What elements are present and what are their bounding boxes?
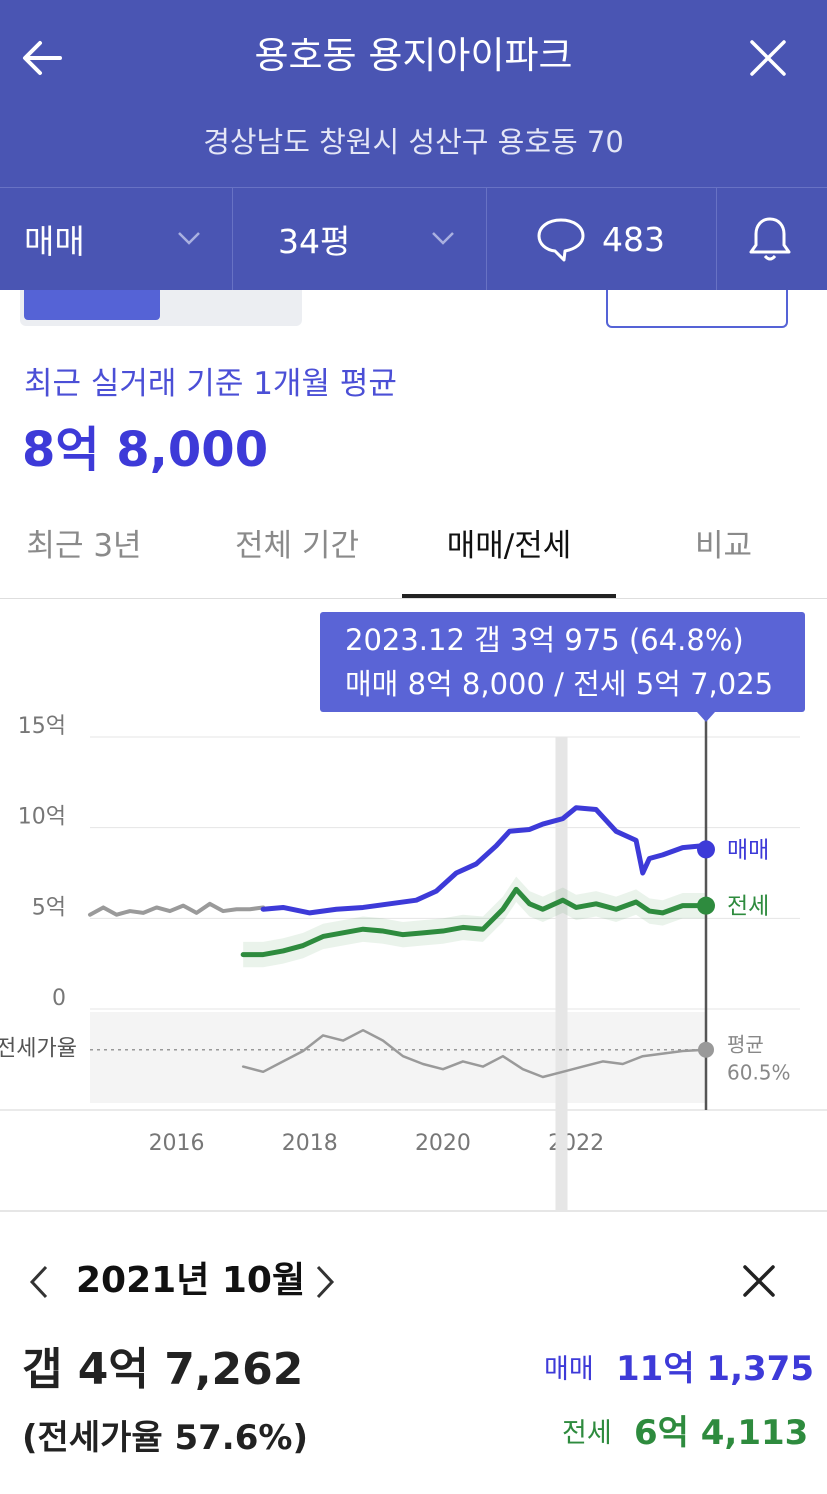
y-tick-label: 15억 [18,714,66,739]
separator [716,188,717,290]
header: 용호동 용지아이파크 경상남도 창원시 성산구 용호동 70 매매 34평 48… [0,0,827,290]
header-divider [0,187,827,188]
jeonse-end-dot [697,896,715,915]
close-icon[interactable] [740,1262,778,1300]
x-tick-label: 2020 [415,1131,471,1156]
trade-type-select[interactable]: 매매 [24,188,224,290]
legend-avg-value: 60.5% [727,1061,791,1085]
tooltip-gap-line: 2023.12 갭 3억 975 (64.8%) [345,623,744,657]
chevron-left-icon[interactable] [26,1264,52,1300]
tooltip-pointer [697,712,715,722]
average-label: 최근 실거래 기준 1개월 평균 [24,366,397,402]
detail-month: 2021년 10월 [76,1260,306,1301]
ratio-axis-label: 전세가율 [0,1037,77,1062]
trade-type-value: 매매 [24,222,85,261]
jeonse-range-band [243,876,706,968]
size-value: 34평 [278,222,351,261]
average-value: 8억 8,000 [22,422,269,478]
pre-period-line [88,901,266,917]
tab-all-period[interactable]: 전체 기간 [235,528,359,564]
jeonse-line [240,886,709,958]
size-select[interactable]: 34평 [278,188,478,290]
jeonse-value: 6억 4,113 [634,1413,809,1453]
outline-button[interactable] [606,278,788,328]
speech-bubble-icon [537,218,585,262]
x-tick-label: 2016 [149,1131,205,1156]
detail-divider [0,1210,827,1212]
chevron-down-icon [432,232,454,245]
tooltip-price-line: 매매 8억 8,000 / 전세 5억 7,025 [345,667,774,701]
comments-button[interactable]: 483 [536,188,706,290]
back-arrow-icon[interactable] [18,34,66,82]
separator [486,188,487,290]
comment-count: 483 [602,219,665,259]
sale-line [260,805,709,916]
chevron-right-icon[interactable] [312,1264,338,1300]
x-tick-label: 2018 [282,1131,338,1156]
page-title: 용호동 용지아이파크 [254,34,573,77]
legend-avg: 평균 [727,1033,764,1057]
address: 경상남도 창원시 성산구 용호동 70 [203,125,624,159]
legend-sale: 매매 [727,837,769,863]
gap-value: 갭 4억 7,262 [22,1344,304,1395]
sale-label: 매매 [544,1354,594,1385]
jeonse-label: 전세 [562,1418,612,1449]
legend-jeonse: 전세 [727,894,769,920]
ratio-end-dot [698,1041,714,1058]
tab-sale-jeonse[interactable]: 매매/전세 [446,528,572,564]
chart-tooltip: 2023.12 갭 3억 975 (64.8%) 매매 8억 8,000 / 전… [320,612,805,712]
selected-month-band [555,737,568,1212]
tab-recent-3y[interactable]: 최근 3년 [26,528,142,564]
ratio-band [90,1012,706,1103]
tab-active-underline [402,594,616,598]
tab-compare[interactable]: 비교 [694,528,753,564]
y-tick-label: 5억 [32,895,66,920]
tabs-divider [0,598,827,599]
price-chart[interactable]: 15억 10억 5억 0 2016 2018 2020 2022 매매 전세 평균 60.5% 전세가율 [0,600,827,1212]
y-tick-label: 0 [52,986,66,1011]
ratio-line [241,1028,708,1079]
bell-icon [749,217,791,261]
separator [232,188,233,290]
close-icon[interactable] [744,34,792,82]
y-tick-label: 10억 [18,805,66,830]
bell-button[interactable] [744,188,800,290]
sale-end-dot [697,840,715,859]
sale-value: 11억 1,375 [616,1349,814,1389]
chevron-down-icon [178,232,200,245]
ratio-value: (전세가율 57.6%) [22,1418,308,1458]
period-tabs: 최근 3년 전체 기간 매매/전세 비교 [0,510,827,600]
